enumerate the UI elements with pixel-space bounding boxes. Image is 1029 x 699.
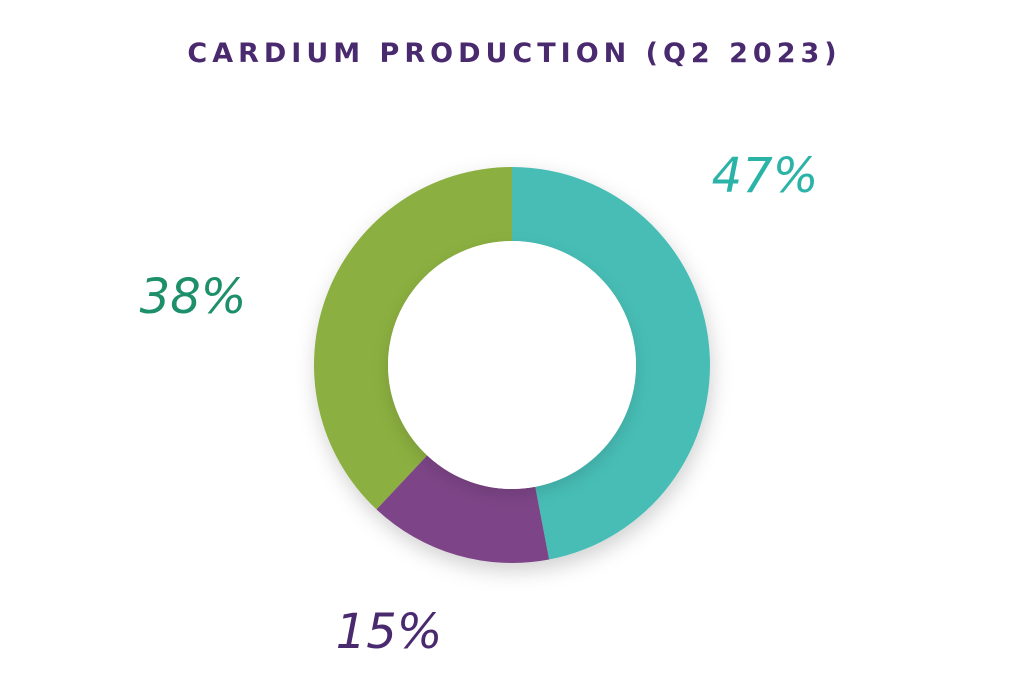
slice-labels: 47% 15% 38%	[140, 148, 819, 660]
slice-label-38pct: 38%	[140, 269, 247, 325]
chart-title: CARDIUM PRODUCTION (Q2 2023)	[187, 38, 842, 69]
donut-slices	[314, 167, 710, 563]
donut-hole	[388, 241, 636, 489]
donut-slice-47pct	[512, 167, 710, 560]
donut-slice-38pct	[314, 167, 512, 510]
slice-label-47pct: 47%	[712, 148, 819, 204]
slice-label-15pct: 15%	[336, 604, 443, 660]
donut-slice-15pct	[376, 455, 550, 563]
